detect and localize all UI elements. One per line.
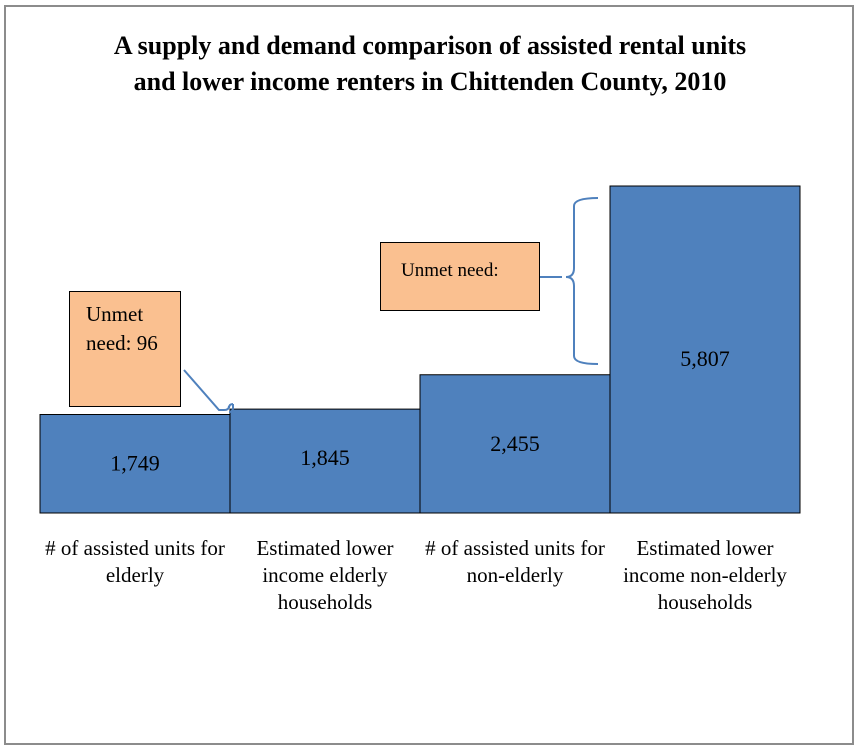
callout-2-bracket bbox=[565, 197, 599, 365]
category-label-1: # of assisted units for elderly bbox=[45, 536, 225, 587]
chart-title: A supply and demand comparison of assist… bbox=[113, 31, 747, 96]
category-label-2: Estimated lower income elderly household… bbox=[256, 536, 394, 614]
value-label-1: 1,749 bbox=[110, 451, 160, 476]
value-label-3: 2,455 bbox=[490, 431, 540, 456]
callout-1-bracket bbox=[228, 404, 234, 413]
bars-group bbox=[39, 185, 801, 514]
value-label-4: 5,807 bbox=[680, 346, 730, 371]
value-labels-group: 1,749 1,845 2,455 5,807 bbox=[110, 346, 730, 476]
bar-estimated-lower-income-elderly-households bbox=[229, 408, 421, 514]
unmet-need-callout-non-elderly: Unmet need: bbox=[380, 242, 540, 311]
callout-1-text: Unmet need: 96 bbox=[86, 302, 158, 355]
callout-2-text: Unmet need: bbox=[401, 260, 499, 281]
bar-of-assisted-units-for-non-elderly bbox=[419, 374, 611, 514]
callout-1-connector bbox=[183, 369, 234, 411]
category-label-4: Estimated lower income non-elderly house… bbox=[623, 536, 787, 614]
value-label-2: 1,845 bbox=[300, 445, 350, 470]
unmet-need-callout-elderly: Unmet need: 96 bbox=[69, 291, 181, 407]
category-label-3: # of assisted units for non-elderly bbox=[425, 536, 605, 587]
bar-estimated-lower-income-non-elderly-households bbox=[609, 185, 801, 514]
